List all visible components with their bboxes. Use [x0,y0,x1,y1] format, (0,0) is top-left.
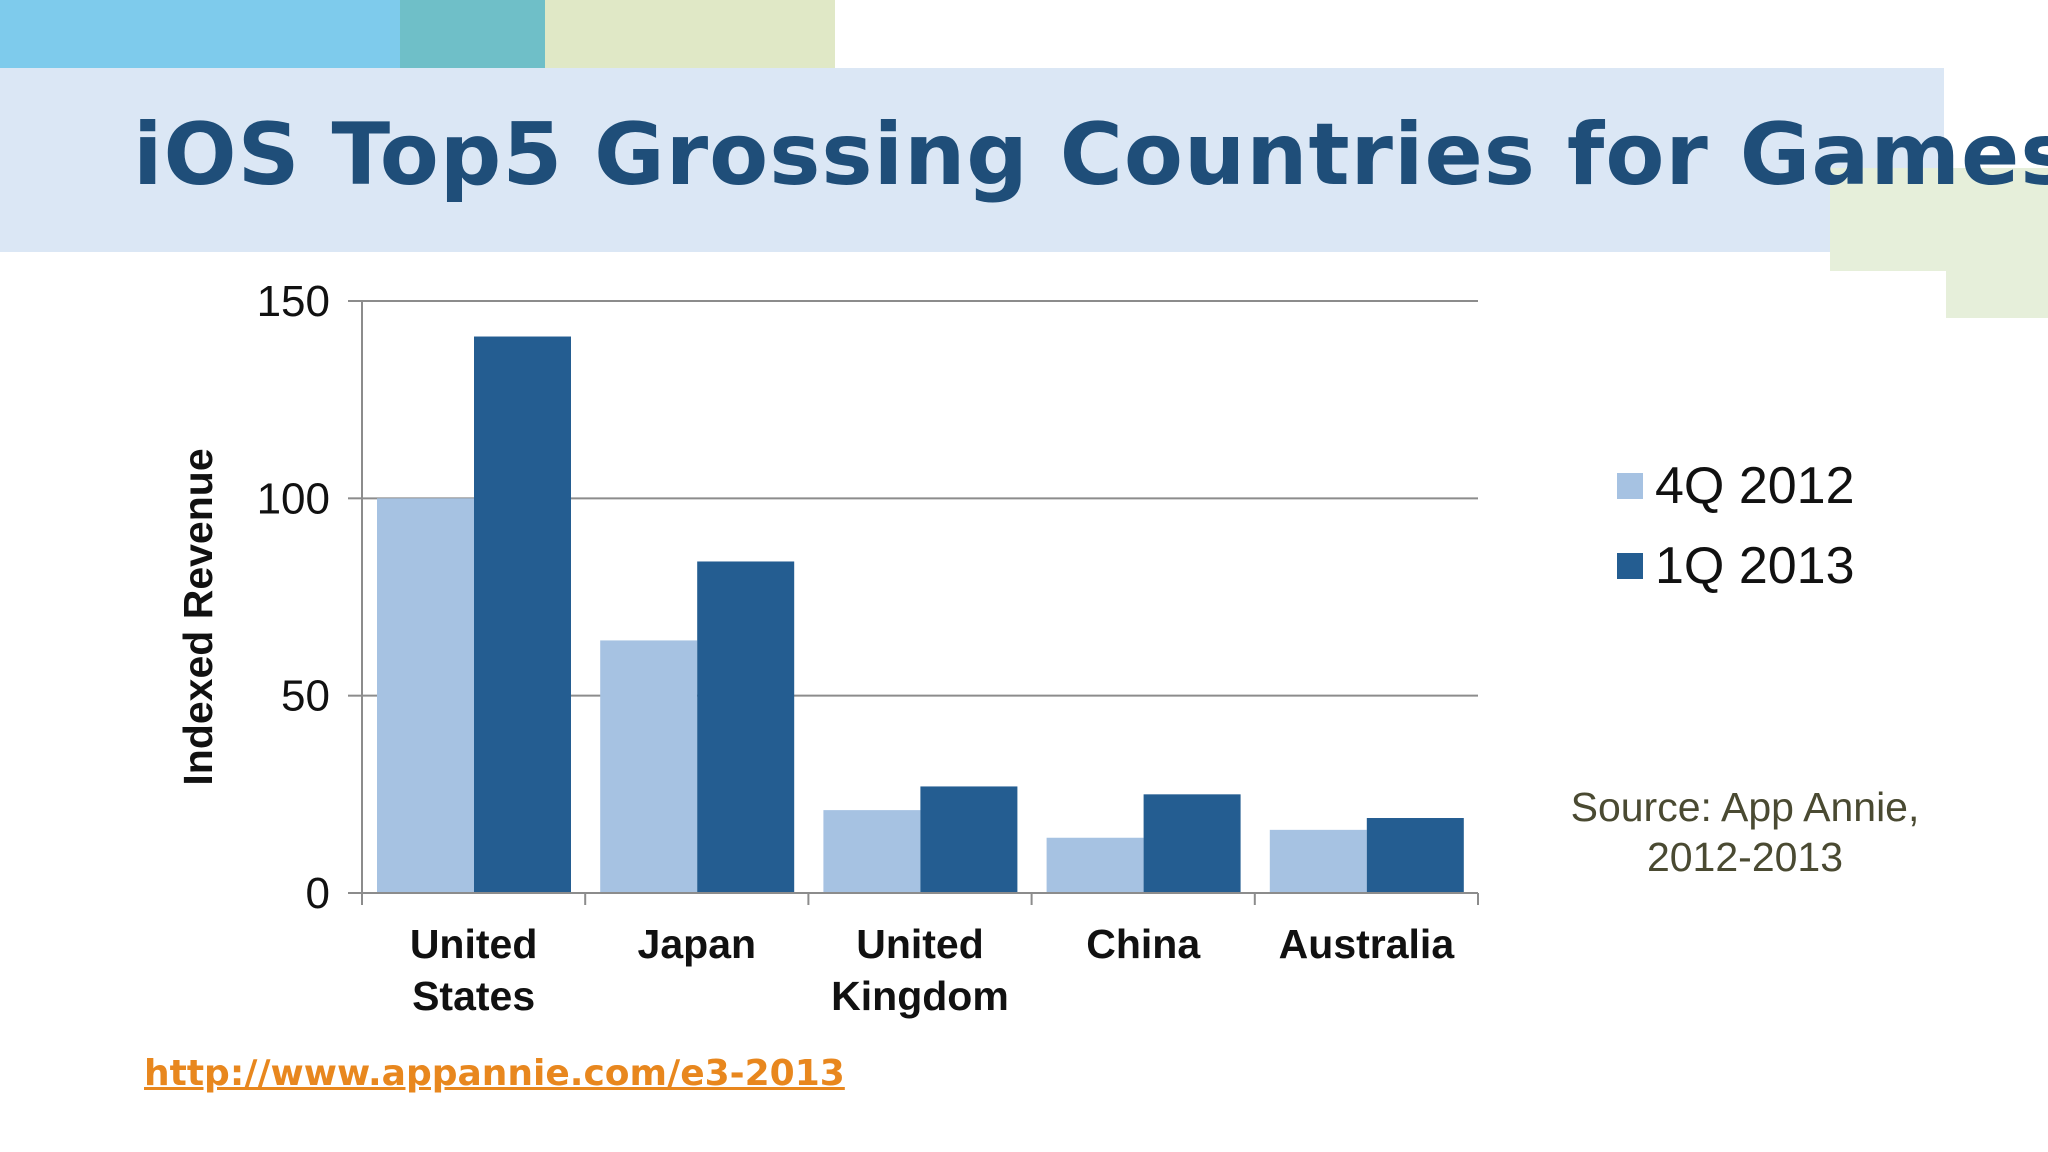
y-tick-label: 150 [257,277,330,326]
bar [1046,837,1144,893]
legend-swatch-4q-2012 [1617,473,1643,499]
legend-label-4q-2012: 4Q 2012 [1655,457,1855,515]
bar [1269,829,1367,893]
legend: 4Q 2012 1Q 2013 [1617,446,1855,606]
bar [697,561,795,893]
x-tick-label: Japan [638,921,757,967]
y-tick-labels: 0 50 100 150 [257,277,330,918]
legend-swatch-1q-2013 [1617,553,1643,579]
title-band [0,68,1944,252]
legend-item-4q-2012: 4Q 2012 [1617,446,1855,526]
slide-title: iOS Top5 Grossing Countries for Games [133,105,2048,205]
bar [920,786,1018,893]
bars [377,336,1464,893]
source-note: Source: App Annie, 2012-2013 [1570,784,1920,880]
bar [600,640,698,893]
x-tick-label: United States [410,921,538,1019]
bar [474,336,571,893]
x-tick-label: United Kingdom [831,921,1009,1019]
y-axis-label: Indexed Revenue [175,448,221,785]
source-link[interactable]: http://www.appannie.com/e3-2013 [144,1053,845,1094]
corner-deco-green-lower [1946,168,2048,318]
y-tick-label: 50 [281,672,330,721]
x-tick-label: China [1086,921,1201,967]
legend-item-1q-2013: 1Q 2013 [1617,526,1855,606]
x-tick-label: Australia [1279,921,1456,967]
y-tick-label: 100 [257,474,330,523]
bar [1366,818,1464,893]
axes [348,300,1479,905]
legend-label-1q-2013: 1Q 2013 [1655,537,1855,595]
bar [377,498,474,893]
y-tick-label: 0 [306,869,330,918]
bar [1143,794,1241,893]
bar [823,810,921,893]
x-tick-labels: United States Japan United Kingdom China Austr… [410,921,1455,1019]
